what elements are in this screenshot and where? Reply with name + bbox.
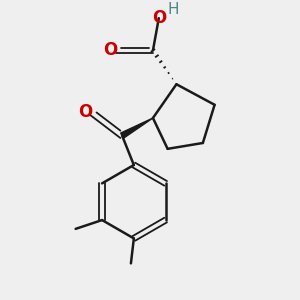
Text: O: O [152, 9, 166, 27]
Text: O: O [78, 103, 92, 121]
Text: O: O [103, 41, 117, 59]
Polygon shape [121, 118, 153, 138]
Text: H: H [167, 2, 179, 17]
